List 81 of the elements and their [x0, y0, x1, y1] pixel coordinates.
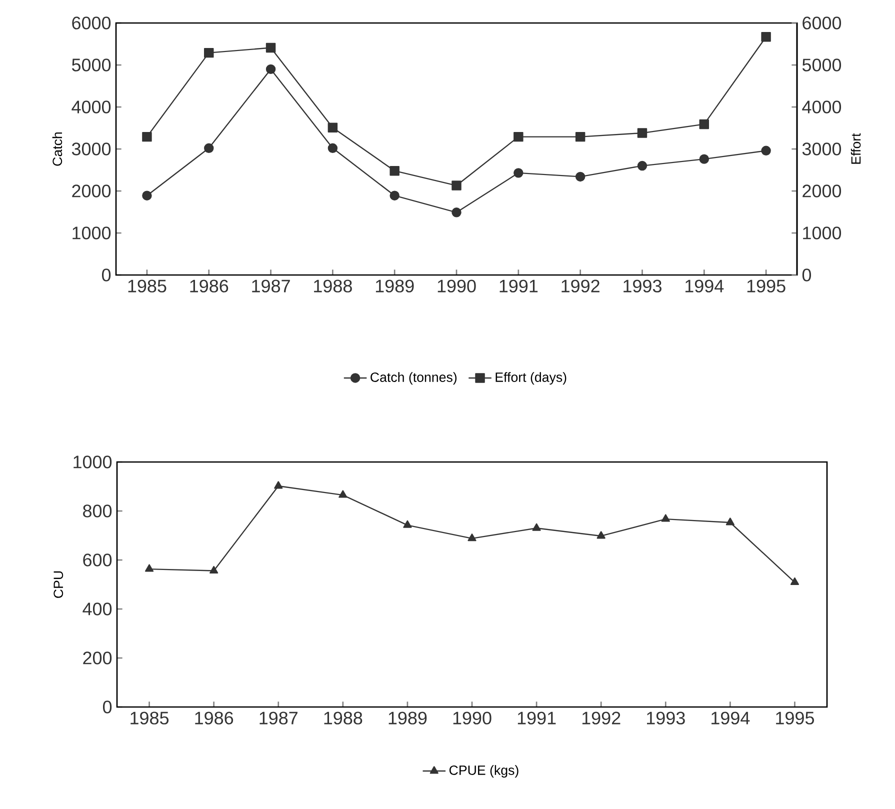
point: [596, 531, 606, 539]
y2-tick-label: 4000: [802, 100, 842, 114]
point: [514, 168, 524, 178]
point: [637, 128, 648, 138]
y-tick-label: 6000: [72, 16, 111, 30]
point: [699, 119, 710, 130]
y-tick-label: 1000: [72, 226, 111, 240]
point: [328, 143, 338, 154]
y2-axis-title: Effort: [850, 133, 861, 164]
legend-label: CPUE (kgs): [449, 765, 518, 778]
y-axis-title: Catch: [52, 132, 62, 166]
y-tick-label: 5000: [72, 58, 111, 72]
y-tick-label: 0: [102, 700, 112, 714]
x-tick-label: 1993: [624, 280, 662, 292]
point: [514, 132, 524, 142]
point: [699, 154, 710, 164]
x-tick-label: 1988: [314, 280, 352, 292]
point: [142, 132, 152, 142]
y-tick-label: 400: [82, 602, 112, 616]
y2-tick-label: 3000: [802, 142, 842, 156]
point: [575, 132, 586, 142]
x-tick-label: 1989: [388, 712, 427, 724]
y-tick-label: 800: [83, 504, 112, 518]
x-tick-label: 1992: [562, 280, 600, 292]
point: [452, 180, 462, 190]
y-tick-label: 0: [102, 268, 111, 282]
point: [761, 146, 771, 156]
x-tick-label: 1991: [518, 712, 556, 724]
x-tick-label: 1995: [776, 712, 814, 724]
point: [144, 564, 154, 572]
x-tick-label: 1986: [190, 280, 228, 292]
y-axis-title: CPU: [54, 571, 64, 598]
x-tick-label: 1991: [500, 280, 538, 292]
x-tick-label: 1985: [128, 280, 166, 292]
x-tick-label: 1989: [376, 280, 414, 292]
point: [790, 577, 800, 586]
x-tick-label: 1986: [195, 712, 234, 724]
legend-label: Catch (tonnes): [370, 372, 457, 385]
x-tick-label: 1994: [686, 280, 724, 292]
y-tick-label: 200: [83, 652, 112, 664]
point: [390, 166, 400, 176]
point: [266, 64, 276, 74]
x-tick-label: 1987: [252, 280, 290, 292]
point: [575, 172, 586, 182]
y2-tick-label: 1000: [803, 226, 842, 240]
y2-tick-label: 0: [802, 268, 812, 282]
y2-tick-label: 6000: [802, 16, 842, 30]
legend-label: Effort (days): [496, 372, 566, 385]
y-tick-label: 3000: [72, 142, 111, 156]
point: [390, 190, 400, 200]
y-tick-label: 600: [83, 554, 112, 566]
y-tick-label: 1000: [74, 456, 112, 468]
point: [142, 190, 152, 200]
point: [726, 518, 734, 526]
y-tick-label: 2000: [72, 184, 111, 198]
point: [274, 481, 283, 489]
x-tick-label: 1987: [260, 712, 298, 724]
point: [266, 42, 276, 53]
y2-tick-label: 5000: [802, 58, 842, 72]
x-tick-label: 1995: [747, 280, 786, 292]
x-tick-label: 1990: [453, 712, 492, 724]
y-tick-label: 4000: [72, 100, 111, 114]
x-tick-label: 1988: [324, 712, 362, 724]
point: [452, 208, 462, 218]
point: [468, 534, 476, 542]
point: [204, 143, 214, 154]
x-tick-label: 1985: [130, 712, 169, 724]
x-tick-label: 1990: [438, 280, 476, 292]
point: [328, 122, 338, 132]
point: [338, 490, 348, 498]
point: [204, 48, 214, 58]
x-tick-label: 1994: [712, 712, 750, 724]
point: [661, 514, 670, 522]
y2-tick-label: 2000: [802, 184, 842, 198]
x-tick-label: 1992: [582, 712, 620, 724]
point: [532, 523, 541, 531]
x-tick-label: 1993: [647, 712, 685, 724]
point: [403, 520, 412, 528]
point: [637, 160, 648, 171]
point: [210, 566, 218, 574]
point: [761, 32, 771, 42]
